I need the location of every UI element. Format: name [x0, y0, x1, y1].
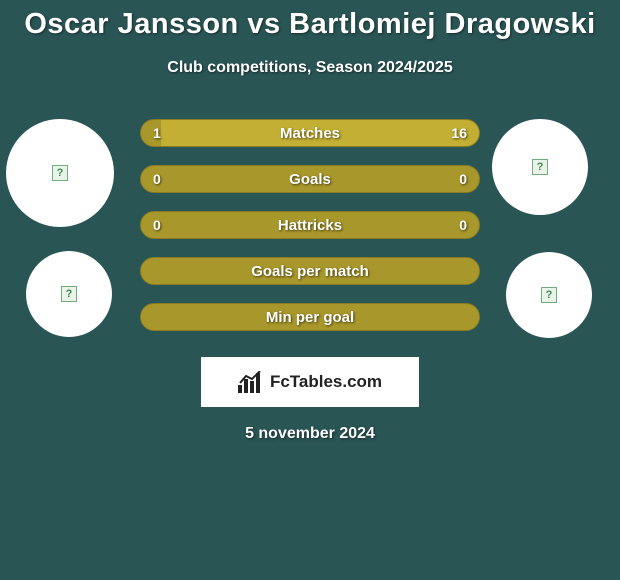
chart-area: ???? Matches116Goals00Hattricks00Goals p…: [0, 119, 620, 349]
avatar-right-2: ?: [492, 119, 588, 215]
stat-value-left: 0: [153, 212, 161, 238]
comparison-card: Oscar Jansson vs Bartlomiej Dragowski Cl…: [0, 0, 620, 443]
subtitle: Club competitions, Season 2024/2025: [0, 59, 620, 77]
avatar-right-3: ?: [506, 252, 592, 338]
branding-text: FcTables.com: [270, 372, 382, 392]
stat-row: Matches116: [140, 119, 480, 147]
stat-value-left: 0: [153, 166, 161, 192]
image-placeholder-icon: ?: [61, 286, 77, 302]
stat-label: Goals per match: [141, 258, 479, 284]
stat-label: Goals: [141, 166, 479, 192]
stat-label: Hattricks: [141, 212, 479, 238]
bar-segment-right: [161, 120, 479, 146]
image-placeholder-icon: ?: [532, 159, 548, 175]
image-placeholder-icon: ?: [541, 287, 557, 303]
page-title: Oscar Jansson vs Bartlomiej Dragowski: [0, 8, 620, 41]
stat-row: Min per goal: [140, 303, 480, 331]
stat-row: Goals0 0: [140, 165, 480, 193]
fctables-logo-icon: [238, 371, 264, 393]
stat-value-left: 1: [153, 120, 161, 146]
stat-row: Hattricks0 0: [140, 211, 480, 239]
stat-value-right: 0: [459, 166, 467, 192]
branding-badge: FcTables.com: [201, 357, 419, 407]
stat-label: Min per goal: [141, 304, 479, 330]
avatar-left-0: ?: [6, 119, 114, 227]
avatar-left-1: ?: [26, 251, 112, 337]
stat-row: Goals per match: [140, 257, 480, 285]
comparison-bars: Matches116Goals00Hattricks00Goals per ma…: [140, 119, 480, 349]
date-label: 5 november 2024: [0, 425, 620, 443]
image-placeholder-icon: ?: [52, 165, 68, 181]
stat-value-right: 0: [459, 212, 467, 238]
